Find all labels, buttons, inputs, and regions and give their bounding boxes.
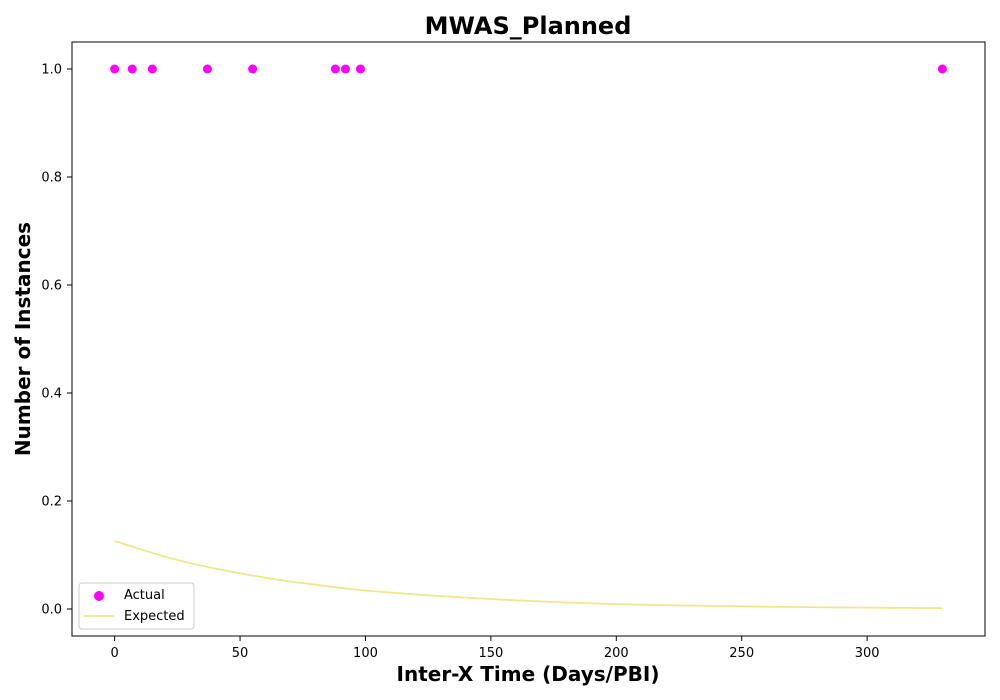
legend-actual-marker [94, 591, 104, 601]
actual-point [248, 64, 258, 74]
y-tick-label: 0.0 [41, 603, 62, 618]
legend-actual-label: Actual [124, 588, 165, 603]
y-tick-label: 0.2 [41, 495, 62, 510]
y-tick-label: 0.6 [41, 279, 62, 294]
actual-point [127, 64, 137, 74]
actual-point [330, 64, 340, 74]
legend-box [78, 582, 195, 630]
x-axis-ticks: 0 50 100 150 200 250 300 [110, 636, 880, 661]
actual-point [937, 64, 947, 74]
actual-point [355, 64, 365, 74]
x-tick-label: 100 [353, 646, 378, 661]
x-tick-label: 150 [478, 646, 503, 661]
legend-expected-label: Expected [124, 609, 185, 624]
legend: Actual Expected [78, 582, 195, 630]
y-tick-label: 0.8 [41, 171, 62, 186]
plot-frame [71, 41, 986, 637]
y-axis-ticks: 0.0 0.2 0.4 0.6 0.8 1.0 [41, 63, 72, 618]
series-layer [110, 64, 947, 610]
chart-title: MWAS_Planned [425, 12, 632, 40]
actual-point [147, 64, 157, 74]
actual-point [110, 64, 120, 74]
x-tick-label: 200 [604, 646, 629, 661]
expected-line [114, 540, 943, 610]
x-tick-label: 50 [232, 646, 249, 661]
y-tick-label: 1.0 [41, 63, 62, 78]
x-tick-label: 0 [110, 646, 118, 661]
y-axis-title: Number of Instances [11, 222, 35, 456]
y-tick-label: 0.4 [41, 387, 62, 402]
actual-point [202, 64, 212, 74]
x-axis-title: Inter-X Time (Days/PBI) [397, 662, 660, 686]
x-tick-label: 300 [855, 646, 880, 661]
plot-area [72, 42, 985, 636]
x-tick-label: 250 [729, 646, 754, 661]
actual-point [340, 64, 350, 74]
